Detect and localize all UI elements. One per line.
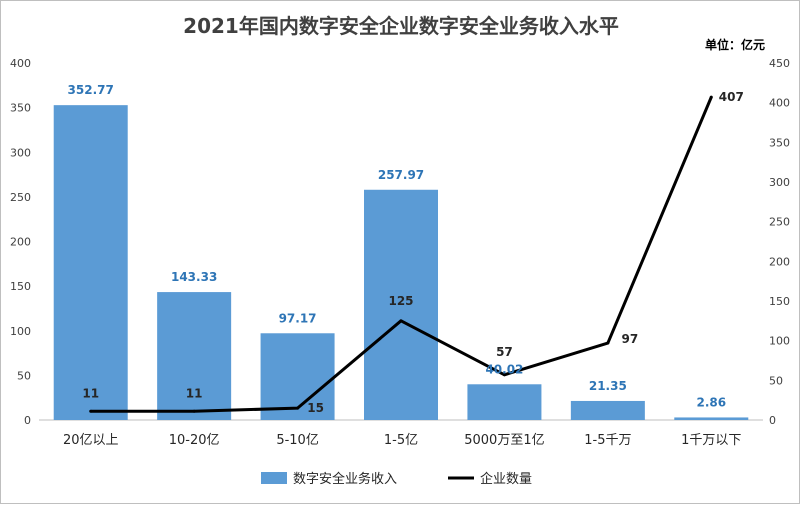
y-right-tick-label: 200 (769, 255, 790, 268)
bar-value-label: 40.02 (485, 362, 523, 376)
y-right-tick-label: 400 (769, 97, 790, 110)
bar-value-label: 21.35 (589, 379, 627, 393)
legend-label-line: 企业数量 (480, 471, 532, 487)
line-value-label: 11 (82, 386, 99, 400)
line-value-label: 11 (186, 386, 203, 400)
axes: 0 50 100 150 200 250 300 350 400 0 50 100 150 200 250 3… (10, 57, 790, 448)
x-tick-label: 5-10亿 (276, 433, 319, 448)
x-tick-label: 10-20亿 (169, 433, 220, 448)
y-left-tick-label: 100 (10, 325, 31, 338)
bar-value-label: 257.97 (378, 168, 424, 182)
y-right-tick-label: 150 (769, 295, 790, 308)
line-value-label: 407 (719, 90, 744, 104)
line-value-label: 57 (496, 345, 513, 359)
line-value-label: 15 (307, 401, 324, 415)
y-right-tick-label: 350 (769, 136, 790, 149)
line-value-label: 97 (622, 332, 639, 346)
bar (53, 105, 128, 421)
data-labels: 352.77 143.33 97.17 257.97 40.02 21.35 2.86 11 1… (68, 83, 744, 415)
y-left-tick-label: 250 (10, 191, 31, 204)
y-right-tick-label: 0 (769, 414, 776, 427)
y-left-tick-label: 200 (10, 236, 31, 249)
bar (260, 333, 335, 420)
y-left-tick-label: 300 (10, 146, 31, 159)
line-point (606, 341, 610, 345)
legend-label-bar: 数字安全业务收入 (293, 471, 397, 487)
y-left-tick-label: 50 (17, 369, 31, 382)
line-point (89, 409, 93, 413)
bar (364, 189, 438, 420)
y-left-tick-label: 350 (10, 102, 31, 115)
x-tick-label: 20亿以上 (63, 433, 119, 448)
bar (674, 417, 749, 420)
y-left-tick-label: 150 (10, 280, 31, 293)
line-point (296, 406, 300, 410)
line-point (399, 319, 403, 323)
line-series (89, 95, 713, 413)
y-right-tick-label: 100 (769, 335, 790, 348)
x-tick-label: 1千万以下 (681, 433, 741, 448)
y-right-tick-label: 50 (769, 374, 783, 387)
y-left-tick-label: 400 (10, 57, 31, 70)
y-right-tick-label: 450 (769, 57, 790, 70)
bar (157, 292, 232, 420)
bar-value-label: 97.17 (279, 311, 317, 325)
line-point (192, 409, 196, 413)
y-right-tick-label: 300 (769, 176, 790, 189)
x-tick-label: 1-5亿 (384, 433, 418, 448)
x-tick-label: 1-5千万 (584, 433, 631, 448)
bar-value-label: 352.77 (68, 83, 114, 97)
bar-series (53, 105, 749, 421)
bar-value-label: 2.86 (696, 395, 726, 409)
bar-value-label: 143.33 (171, 270, 217, 284)
bar (570, 400, 645, 420)
line-value-label: 125 (388, 294, 413, 308)
legend[interactable]: 数字安全业务收入 企业数量 (261, 471, 532, 487)
line-point (502, 373, 506, 377)
bar (467, 384, 542, 420)
y-right-tick-label: 250 (769, 216, 790, 229)
line-point (709, 95, 713, 99)
x-tick-label: 5000万至1亿 (464, 433, 544, 448)
chart-title: 2021年国内数字安全企业数字安全业务收入水平 (183, 14, 619, 38)
unit-label: 单位：亿元 (705, 37, 765, 52)
legend-swatch-bar (261, 472, 287, 484)
y-left-tick-label: 0 (24, 414, 31, 427)
